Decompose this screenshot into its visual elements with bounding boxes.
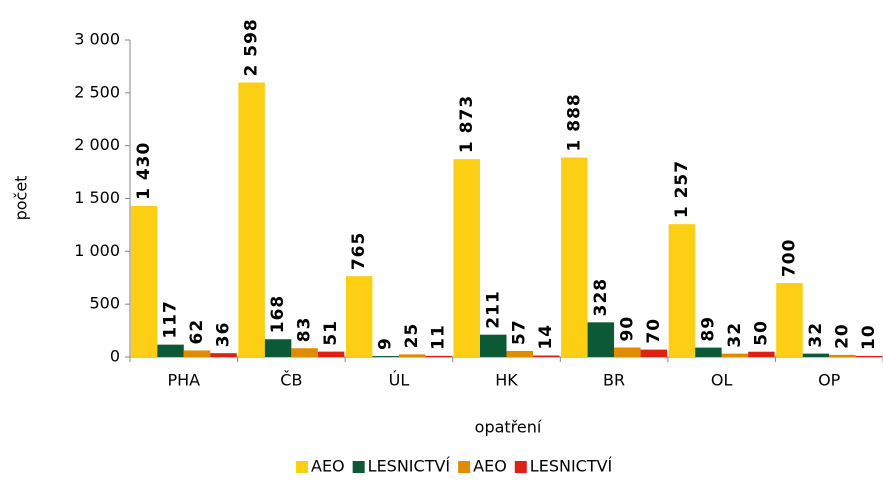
- bar: [157, 344, 184, 357]
- x-tick-label: PHA: [167, 371, 200, 390]
- y-tick-label: 1 000: [74, 241, 120, 260]
- value-label: 89: [698, 316, 718, 342]
- value-label: 211: [483, 290, 503, 328]
- bar: [587, 322, 615, 357]
- x-tick-label: OL: [711, 371, 733, 390]
- value-label: 32: [725, 322, 745, 348]
- bar: [264, 339, 292, 357]
- value-label: 62: [187, 319, 207, 345]
- value-label: 36: [214, 322, 234, 348]
- value-label: 11: [429, 324, 449, 350]
- bar: [372, 356, 399, 357]
- x-tick-label: OP: [818, 371, 841, 390]
- bar: [855, 355, 883, 357]
- value-label: 765: [349, 232, 369, 271]
- y-tick-label: 0: [110, 347, 120, 366]
- bar: [453, 159, 481, 357]
- bar: [668, 224, 696, 357]
- bar: [721, 353, 749, 357]
- value-label: 168: [268, 295, 288, 334]
- x-tick-label: HK: [495, 371, 518, 390]
- value-label: 70: [644, 318, 664, 344]
- value-label: 700: [779, 239, 799, 278]
- value-label: 83: [295, 317, 315, 343]
- y-tick-label: 2 000: [74, 135, 120, 154]
- y-tick-label: 1 500: [74, 188, 120, 207]
- legend-swatch: [296, 461, 308, 473]
- value-label: 50: [751, 320, 771, 346]
- bar: [398, 354, 426, 357]
- bar: [614, 347, 641, 357]
- value-label: 1 888: [564, 93, 584, 151]
- legend-label: LESNICTVÍ: [368, 457, 451, 476]
- value-label: 328: [591, 278, 611, 317]
- legend-swatch: [514, 461, 527, 473]
- value-label: 90: [617, 316, 637, 342]
- bar: [345, 276, 373, 357]
- bar: [317, 351, 345, 357]
- legend-label: LESNICTVÍ: [530, 457, 613, 476]
- y-tick-label: 500: [89, 294, 120, 313]
- bar: [776, 283, 803, 357]
- bar: [238, 82, 265, 357]
- bar: [640, 349, 668, 357]
- bar: [748, 351, 775, 357]
- x-tick-label: BR: [603, 371, 625, 390]
- legend-label: AEO: [473, 457, 507, 476]
- bar: [695, 347, 722, 357]
- value-label: 25: [402, 323, 422, 349]
- legend-swatch: [458, 461, 471, 473]
- bar: [425, 355, 452, 357]
- bar: [532, 355, 560, 357]
- value-label: 117: [161, 300, 181, 339]
- value-label: 20: [832, 323, 852, 349]
- bar: [802, 353, 830, 357]
- bar: [130, 205, 158, 357]
- value-label: 57: [510, 319, 530, 345]
- value-label: 32: [806, 322, 826, 348]
- bar: [561, 157, 588, 357]
- bar: [210, 353, 237, 357]
- y-tick-label: 3 000: [74, 30, 120, 49]
- value-label: 9: [376, 337, 396, 350]
- bar: [480, 334, 507, 357]
- value-label: 51: [321, 320, 341, 346]
- x-axis-label: opatření: [475, 418, 542, 437]
- x-tick-label: ÚL: [389, 371, 410, 390]
- y-tick-label: 2 500: [74, 82, 120, 101]
- value-label: 1 873: [457, 95, 477, 153]
- legend-label: AEO: [311, 457, 345, 476]
- value-label: 1 257: [672, 160, 692, 218]
- value-label: 1 430: [134, 142, 154, 200]
- y-axis-label: počet: [12, 176, 31, 221]
- value-label: 10: [859, 324, 879, 350]
- value-label: 2 598: [242, 18, 262, 76]
- value-label: 14: [536, 324, 556, 350]
- legend-swatch: [352, 461, 365, 473]
- bar: [829, 354, 856, 357]
- bar: [183, 350, 211, 357]
- x-tick-label: ČB: [280, 371, 302, 390]
- bar: [291, 348, 318, 357]
- bar: [506, 350, 533, 357]
